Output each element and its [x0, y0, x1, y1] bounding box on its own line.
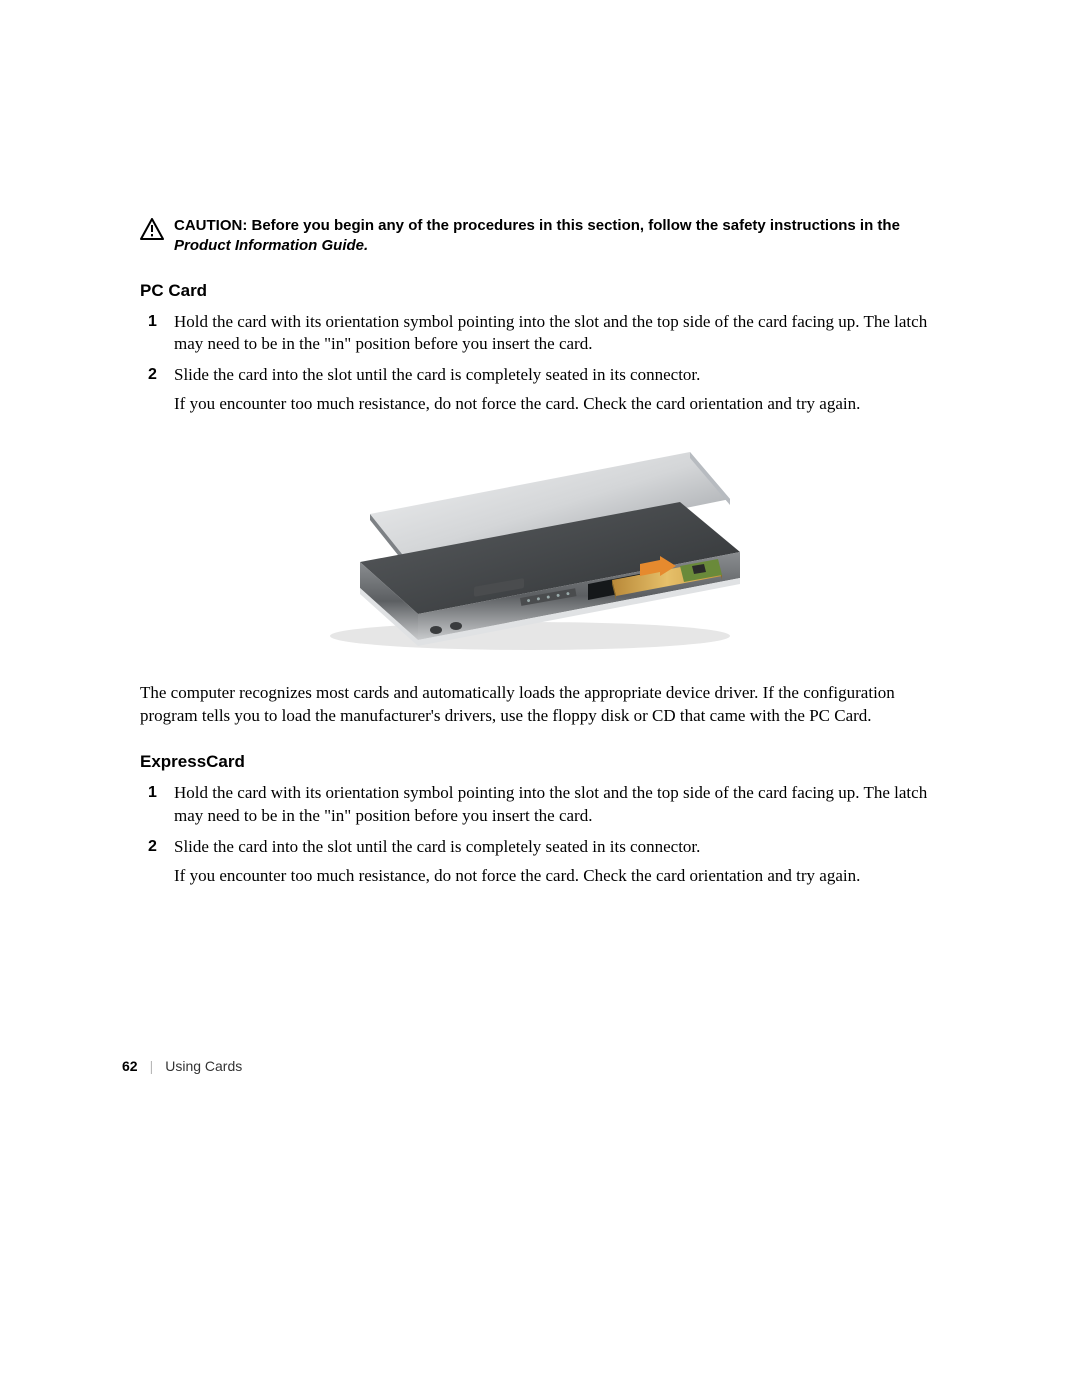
list-item: 1 Hold the card with its orientation sym…	[174, 782, 940, 828]
list-item: 2 Slide the card into the slot until the…	[174, 364, 940, 416]
step-text: Hold the card with its orientation symbo…	[174, 311, 940, 357]
caution-tail: .	[364, 237, 368, 254]
pc-card-after-para: The computer recognizes most cards and a…	[140, 682, 940, 728]
step-number: 2	[148, 836, 157, 858]
caution-icon	[140, 218, 164, 240]
caution-italic: Product Information Guide	[174, 237, 364, 254]
list-item: 1 Hold the card with its orientation sym…	[174, 311, 940, 357]
footer-section-title: Using Cards	[165, 1058, 242, 1074]
step-number: 2	[148, 364, 157, 386]
caution-block: CAUTION: Before you begin any of the pro…	[140, 216, 940, 257]
figure-container	[140, 444, 940, 654]
step-text: If you encounter too much resistance, do…	[174, 865, 940, 888]
pc-card-heading: PC Card	[140, 281, 940, 301]
caution-body: Before you begin any of the procedures i…	[252, 217, 900, 234]
step-text: Slide the card into the slot until the c…	[174, 836, 940, 859]
laptop-card-illustration	[320, 444, 760, 654]
step-number: 1	[148, 311, 157, 333]
expresscard-heading: ExpressCard	[140, 752, 940, 772]
page-number: 62	[122, 1058, 138, 1074]
pc-card-steps: 1 Hold the card with its orientation sym…	[140, 311, 940, 417]
caution-text: CAUTION: Before you begin any of the pro…	[174, 216, 940, 257]
caution-lead: CAUTION:	[174, 217, 252, 234]
page-footer: 62 | Using Cards	[122, 1058, 242, 1074]
list-item: 2 Slide the card into the slot until the…	[174, 836, 940, 888]
expresscard-steps: 1 Hold the card with its orientation sym…	[140, 782, 940, 888]
step-text: If you encounter too much resistance, do…	[174, 393, 940, 416]
step-number: 1	[148, 782, 157, 804]
footer-divider: |	[150, 1058, 154, 1074]
step-text: Slide the card into the slot until the c…	[174, 364, 940, 387]
step-text: Hold the card with its orientation symbo…	[174, 782, 940, 828]
